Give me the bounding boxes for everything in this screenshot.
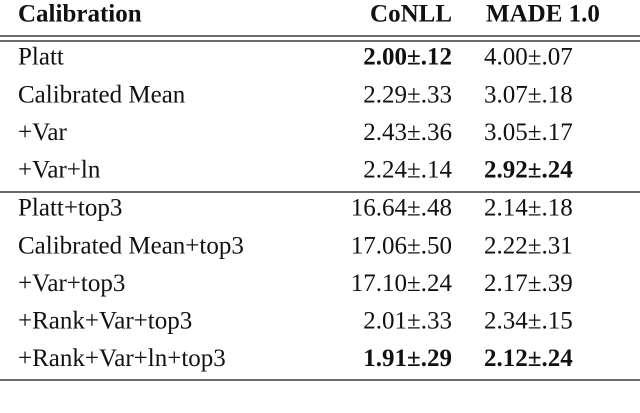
header-cell: CoNLL [370, 1, 452, 28]
cell: 3.07±.18 [484, 81, 573, 108]
cell: +Var [18, 119, 67, 146]
cell: 2.14±.18 [484, 195, 573, 222]
cell: +Var+top3 [18, 270, 125, 297]
cell: 2.01±.33 [363, 308, 452, 335]
header-cell: Calibration [18, 1, 142, 28]
cell: 2.92±.24 [484, 157, 573, 184]
cell: 4.00±.07 [484, 44, 573, 71]
cell: 1.91±.29 [363, 345, 452, 372]
cell: +Rank+Var+ln+top3 [18, 345, 226, 372]
cell: +Var+ln [18, 157, 101, 184]
cell: 2.22±.31 [484, 232, 573, 259]
cell: 2.43±.36 [363, 119, 452, 146]
cell: +Rank+Var+top3 [18, 308, 192, 335]
cell: Calibrated Mean [18, 81, 186, 108]
cell: 2.34±.15 [484, 308, 573, 335]
cell: 17.06±.50 [351, 232, 452, 259]
cell: 17.10±.24 [351, 270, 453, 297]
cell: 3.05±.17 [484, 119, 573, 146]
cell: 2.12±.24 [484, 345, 573, 372]
cell: Platt [18, 44, 64, 71]
cell: Platt+top3 [18, 195, 122, 222]
cell: Calibrated Mean+top3 [18, 232, 244, 259]
cell: 16.64±.48 [351, 195, 452, 222]
cell: 2.00±.12 [363, 44, 452, 71]
cell: 2.29±.33 [363, 81, 452, 108]
header-cell: MADE 1.0 [486, 1, 600, 28]
cell: 2.17±.39 [484, 270, 573, 297]
cell: 2.24±.14 [363, 157, 452, 184]
